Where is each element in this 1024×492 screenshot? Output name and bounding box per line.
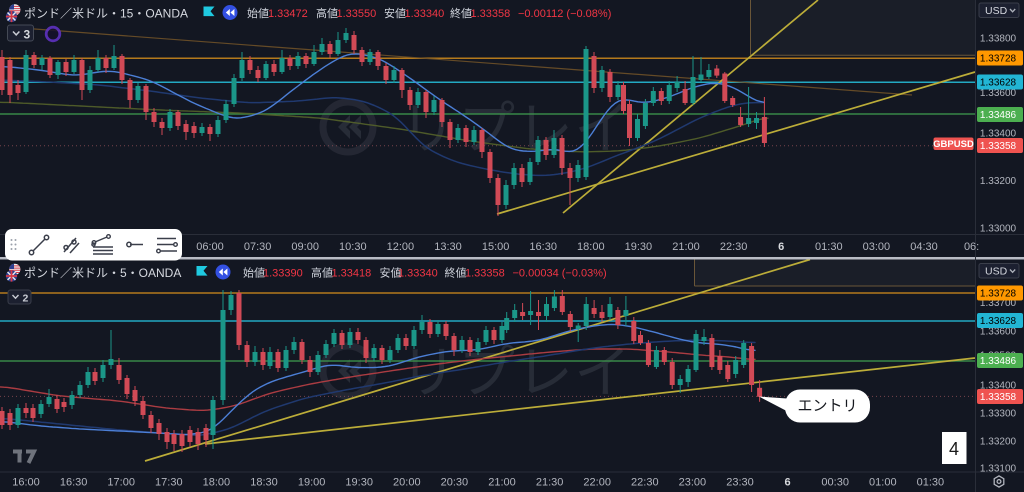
svg-text:00:30: 00:30 [821,477,849,489]
svg-text:ポンド／米ドル・5・OANDA: ポンド／米ドル・5・OANDA [24,266,181,280]
svg-text:16:30: 16:30 [529,241,557,253]
svg-text:6: 6 [778,241,784,253]
svg-text:1.33000: 1.33000 [980,224,1017,235]
svg-text:1.33358: 1.33358 [980,141,1017,152]
svg-text:20:30: 20:30 [441,477,469,489]
svg-text:06:00: 06:00 [196,241,224,253]
svg-text:18:00: 18:00 [577,241,605,253]
svg-text:4: 4 [949,439,959,459]
svg-text:ポンド／米ドル・15・OANDA: ポンド／米ドル・15・OANDA [24,7,188,21]
svg-text:エントリ: エントリ [797,398,857,415]
svg-text:−0.00034 (−0.03%): −0.00034 (−0.03%) [513,268,607,280]
svg-text:終値: 終値 [450,6,472,20]
svg-text:1.33418: 1.33418 [332,268,372,280]
svg-text:1.33300: 1.33300 [980,409,1017,420]
svg-text:1.33800: 1.33800 [980,34,1017,45]
svg-text:04:30: 04:30 [910,241,938,253]
svg-text:1.33358: 1.33358 [465,268,505,280]
svg-text:USD: USD [985,266,1008,278]
svg-text:1.33200: 1.33200 [980,437,1017,448]
svg-text:始値: 始値 [247,6,269,20]
svg-text:21:30: 21:30 [536,477,564,489]
svg-text:22:30: 22:30 [631,477,659,489]
svg-text:06:: 06: [964,241,979,253]
svg-text:1.33100: 1.33100 [980,464,1017,475]
svg-text:1.33200: 1.33200 [980,176,1017,187]
svg-text:1.33400: 1.33400 [980,381,1017,392]
svg-text:1.33600: 1.33600 [980,327,1017,338]
svg-text:18:30: 18:30 [250,477,278,489]
svg-text:1.33340: 1.33340 [405,8,445,20]
svg-text:01:00: 01:00 [869,477,897,489]
svg-text:16:00: 16:00 [12,477,40,489]
svg-text:1.33628: 1.33628 [980,316,1017,327]
svg-text:18:00: 18:00 [203,477,231,489]
svg-text:23:00: 23:00 [679,477,707,489]
svg-text:19:30: 19:30 [625,241,653,253]
svg-text:始値: 始値 [243,266,265,280]
svg-text:終値: 終値 [445,266,467,280]
svg-text:1.33486: 1.33486 [980,356,1017,367]
svg-text:−0.00112 (−0.08%): −0.00112 (−0.08%) [518,8,611,20]
svg-text:22:00: 22:00 [583,477,611,489]
svg-text:安値: 安値 [384,6,406,20]
svg-text:13:30: 13:30 [434,241,462,253]
svg-text:安値: 安値 [380,266,402,280]
svg-text:20:00: 20:00 [393,477,421,489]
svg-text:09:00: 09:00 [291,241,319,253]
svg-text:21:00: 21:00 [488,477,516,489]
svg-text:1.33728: 1.33728 [980,289,1017,300]
svg-text:6: 6 [785,477,791,489]
svg-text:1.33340: 1.33340 [398,268,438,280]
svg-text:1.33472: 1.33472 [268,8,308,20]
svg-text:12:00: 12:00 [387,241,415,253]
svg-text:10:30: 10:30 [339,241,367,253]
svg-text:1.33486: 1.33486 [980,110,1017,121]
svg-text:03:00: 03:00 [863,241,891,253]
svg-text:23:30: 23:30 [726,477,754,489]
svg-text:15:00: 15:00 [482,241,510,253]
svg-text:3: 3 [24,28,31,42]
svg-text:1.33600: 1.33600 [980,88,1017,99]
svg-text:22:30: 22:30 [720,241,748,253]
svg-text:1.33400: 1.33400 [980,129,1017,140]
svg-text:01:30: 01:30 [815,241,843,253]
svg-text:21:00: 21:00 [672,241,700,253]
svg-text:19:00: 19:00 [298,477,326,489]
svg-text:1.33390: 1.33390 [263,268,303,280]
svg-text:高値: 高値 [311,266,333,280]
svg-text:2: 2 [23,293,29,305]
svg-text:1.33550: 1.33550 [337,8,377,20]
svg-text:GBPUSD: GBPUSD [933,139,974,150]
svg-text:1.33728: 1.33728 [980,54,1017,65]
svg-text:17:00: 17:00 [107,477,135,489]
svg-text:高値: 高値 [316,6,338,20]
svg-text:16:30: 16:30 [60,477,88,489]
svg-text:19:30: 19:30 [345,477,373,489]
svg-text:1.33358: 1.33358 [980,392,1017,403]
svg-text:1.33358: 1.33358 [471,8,511,20]
svg-text:01:30: 01:30 [917,477,945,489]
svg-text:07:30: 07:30 [244,241,272,253]
svg-text:17:30: 17:30 [155,477,183,489]
svg-text:1.33700: 1.33700 [980,298,1017,309]
svg-text:1.33628: 1.33628 [980,78,1017,89]
svg-text:USD: USD [985,5,1008,17]
